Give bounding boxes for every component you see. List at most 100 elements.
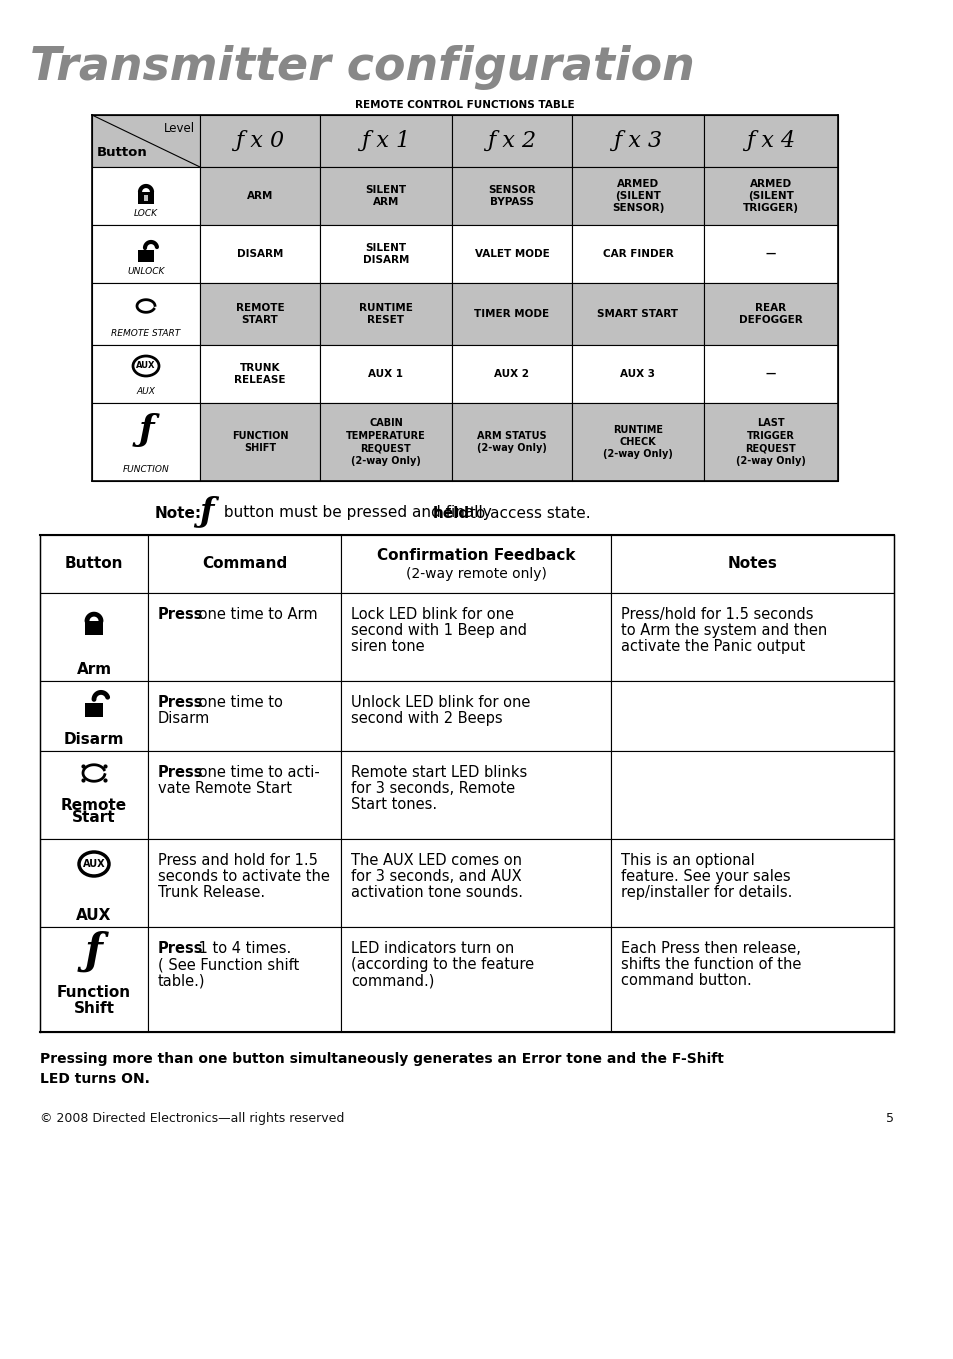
Bar	[319, 167, 452, 226]
Text: to access state.: to access state.	[464, 506, 590, 520]
Bar	[572, 404, 703, 481]
Text: Confirmation Feedback: Confirmation Feedback	[376, 549, 575, 564]
Bar	[40, 927, 148, 1031]
Text: ( See Function shift: ( See Function shift	[158, 957, 299, 972]
Text: Start tones.: Start tones.	[351, 796, 436, 811]
Text: second with 2 Beeps: second with 2 Beeps	[351, 711, 502, 726]
Text: siren tone: siren tone	[351, 639, 424, 654]
Text: Transmitter configuration: Transmitter configuration	[30, 45, 694, 91]
Text: Press: Press	[158, 765, 203, 780]
Text: ƒ x 0: ƒ x 0	[235, 130, 284, 152]
Text: Pressing more than one button simultaneously generates an Error tone and the F-S: Pressing more than one button simultaneo…	[40, 1052, 723, 1065]
Bar	[340, 681, 610, 752]
Bar	[703, 116, 837, 167]
Text: Press: Press	[158, 940, 203, 955]
Bar	[144, 194, 148, 201]
Bar	[40, 752, 148, 839]
Bar	[40, 593, 148, 681]
Text: Disarm: Disarm	[158, 711, 210, 726]
Bar	[148, 681, 340, 752]
Text: ARM STATUS
(2-way Only): ARM STATUS (2-way Only)	[476, 431, 546, 453]
Ellipse shape	[132, 356, 159, 376]
Bar	[452, 167, 572, 226]
Text: ƒ: ƒ	[85, 931, 103, 973]
Bar	[319, 404, 452, 481]
Bar	[572, 167, 703, 226]
Text: AUX: AUX	[83, 859, 105, 868]
Text: Button: Button	[65, 556, 123, 572]
Bar	[340, 535, 610, 593]
Bar	[40, 681, 148, 752]
Text: Level: Level	[164, 122, 194, 136]
Text: Each Press then release,: Each Press then release,	[620, 940, 800, 955]
Bar	[138, 250, 153, 262]
Text: vate Remote Start: vate Remote Start	[158, 781, 292, 796]
Text: SILENT
ARM: SILENT ARM	[365, 185, 406, 207]
Bar	[91, 283, 200, 345]
Bar	[319, 283, 452, 345]
Text: second with 1 Beep and: second with 1 Beep and	[351, 622, 526, 637]
Bar	[200, 167, 319, 226]
Text: Shift: Shift	[73, 1002, 114, 1017]
Bar	[703, 226, 837, 283]
Bar	[148, 535, 340, 593]
Text: ƒ x 3: ƒ x 3	[613, 130, 662, 152]
Bar	[610, 535, 893, 593]
Bar	[200, 345, 319, 404]
Text: Notes: Notes	[727, 556, 777, 572]
Text: REMOTE
START: REMOTE START	[235, 303, 284, 325]
Bar	[40, 535, 148, 593]
Bar	[91, 116, 200, 167]
Text: held: held	[433, 506, 470, 520]
Bar	[200, 283, 319, 345]
Text: REAR
DEFOGGER: REAR DEFOGGER	[739, 303, 802, 325]
Text: (2-way remote only): (2-way remote only)	[405, 567, 546, 582]
Bar	[319, 345, 452, 404]
Text: LED turns ON.: LED turns ON.	[40, 1072, 150, 1086]
Text: SMART START: SMART START	[597, 308, 678, 319]
Text: Remote: Remote	[61, 798, 127, 813]
Text: button must be pressed and finally: button must be pressed and finally	[219, 506, 497, 520]
Text: to Arm the system and then: to Arm the system and then	[620, 622, 826, 637]
Bar	[148, 839, 340, 927]
Text: Function: Function	[57, 985, 131, 1000]
Bar	[340, 839, 610, 927]
Text: Arm: Arm	[76, 662, 112, 677]
Bar	[319, 226, 452, 283]
Text: feature. See your sales: feature. See your sales	[620, 868, 790, 883]
Text: RUNTIME
RESET: RUNTIME RESET	[358, 303, 413, 325]
Text: FUNCTION
SHIFT: FUNCTION SHIFT	[232, 431, 288, 453]
Text: 5: 5	[885, 1112, 893, 1125]
Text: rep/installer for details.: rep/installer for details.	[620, 885, 792, 900]
Bar	[91, 226, 200, 283]
Ellipse shape	[79, 852, 109, 877]
Text: ARMED
(SILENT
SENSOR): ARMED (SILENT SENSOR)	[611, 178, 663, 213]
Bar	[572, 345, 703, 404]
Bar	[572, 226, 703, 283]
Text: AUX: AUX	[76, 908, 112, 923]
Text: DISARM: DISARM	[236, 249, 283, 260]
Text: Disarm: Disarm	[64, 731, 124, 746]
Text: ƒ: ƒ	[199, 496, 213, 529]
Bar	[148, 593, 340, 681]
Bar	[452, 226, 572, 283]
Bar	[610, 927, 893, 1031]
Text: AUX 1: AUX 1	[368, 370, 403, 379]
Text: ARM: ARM	[247, 192, 273, 201]
Bar	[138, 192, 153, 204]
Bar	[91, 345, 200, 404]
Bar	[452, 116, 572, 167]
Bar	[85, 621, 103, 635]
Bar	[40, 839, 148, 927]
Bar	[148, 927, 340, 1031]
Bar	[200, 116, 319, 167]
Text: Start: Start	[72, 810, 115, 825]
Text: AUX 3: AUX 3	[619, 370, 655, 379]
Text: ƒ x 4: ƒ x 4	[745, 130, 795, 152]
Text: for 3 seconds, and AUX: for 3 seconds, and AUX	[351, 868, 521, 883]
Text: This is an optional: This is an optional	[620, 853, 754, 868]
Text: AUX: AUX	[136, 361, 155, 371]
Text: AUX: AUX	[136, 386, 155, 395]
Text: 1 to 4 times.: 1 to 4 times.	[193, 940, 291, 955]
Text: CAR FINDER: CAR FINDER	[602, 249, 673, 260]
